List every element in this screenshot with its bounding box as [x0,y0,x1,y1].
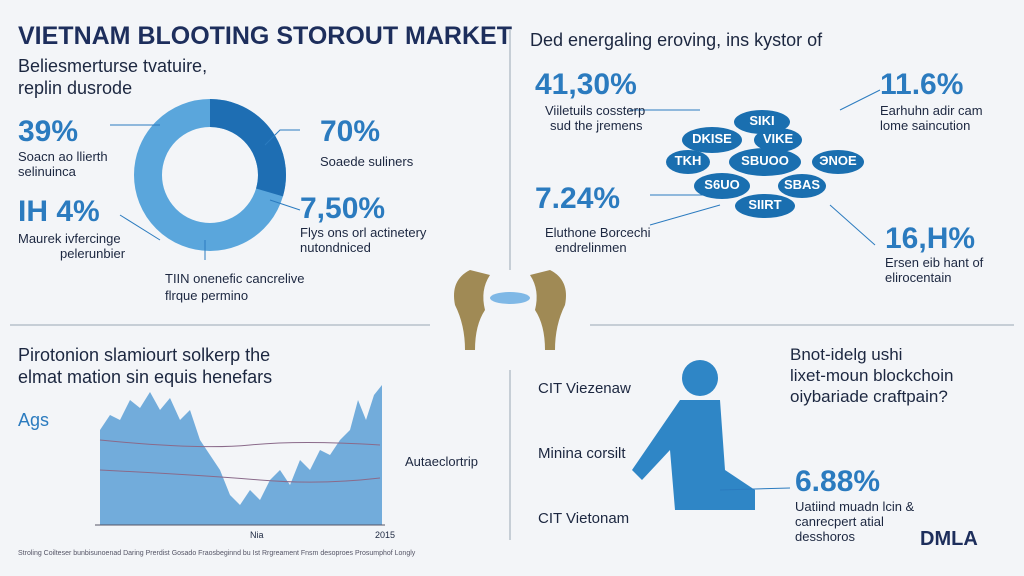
trend-line [99,439,381,448]
heading: Bnot-idelg ushi [790,345,903,364]
heading: Pirotonion slamiourt solkerp the [18,345,271,365]
stat-label: pelerunbier [60,246,126,261]
stat-label: Earhuhn adir cam [880,103,983,118]
heading: lixet-moun blockchoin [790,366,954,385]
bubble-label: SBUOO [741,153,789,168]
person-icon [632,360,755,510]
stat: IH 4% [18,195,100,228]
stat-label: Viiletuils cossterp [545,103,646,118]
connector [719,487,791,491]
stat-label: Soaede suliners [320,154,414,169]
bubble-label: TKH [674,153,702,168]
label: Minina corsilt [538,445,626,462]
bubbles [666,110,864,218]
x-label: Nia [250,530,264,540]
connectors [110,89,881,260]
bubble-label: SBAS [783,177,821,192]
stat-label: Soacn ao llierth [18,149,108,164]
stat-label: nutondniced [300,240,371,255]
stat-label: endrelinmen [555,240,627,255]
stat-label: Maurek ivfercinge [18,231,121,246]
bubble-label: VIKE [762,131,794,146]
stat-label: Uatiind muadn lcin & [795,499,915,514]
logo: DMLA [920,528,978,550]
axis-label: Ags [18,410,50,430]
heading: Ded energaling eroving, ins kystor of [530,30,823,50]
heading: oiybariade craftpain? [790,387,948,406]
heading: elmat mation sin equis henefars [18,367,273,387]
emblem [454,270,566,350]
stat-label: selinuinca [18,164,76,179]
bubble-label: SIIRT [748,197,782,212]
subtitle: replin dusrode [18,78,133,98]
label: CIT Vietonam [538,510,630,527]
donut-segment [134,99,286,251]
stat-label: desshoros [795,529,855,544]
stat-label: Flys ons orl actinetery [300,225,427,240]
bubble-label: DKISE [692,131,732,146]
stat: 11.6% [880,68,964,101]
stat: 7.24% [535,182,621,215]
stat-label: lome saincution [880,118,971,133]
x-label: 2015 [375,530,396,540]
bubble-label: SIKI [749,113,775,128]
note: flrque permino [165,288,249,303]
stat: 70% [320,115,381,148]
label: Autaeclortrip [405,454,478,469]
stat-label: Eluthone Borcechi [545,225,651,240]
stat-label: sud the jremens [550,118,643,133]
label: CIT Viezenaw [538,380,631,397]
title: VIETNAM BLOOTING STOROUT MARKET [18,22,512,50]
area [100,385,382,525]
bubble-label: ЭNOE [819,153,857,168]
stat: 41,30% [535,68,637,101]
subtitle: Beliesmerturse tvatuire, [18,56,208,76]
stat: 7,50% [300,192,386,225]
stat-label: elirocentain [885,270,952,285]
stat: 39% [18,115,79,148]
stat: 6.88% [795,465,881,498]
note: TIIN onenefic cancrelive [165,271,305,286]
stat-label: Ersen eib hant of [885,255,984,270]
bubble-label: S6UO [704,177,740,192]
stat: 16,H% [885,222,976,255]
stat-label: canrecpert atial [795,514,884,529]
trend-line [99,469,381,483]
footer: Stroling Coilteser bunbisunoenad Daring … [18,550,416,557]
